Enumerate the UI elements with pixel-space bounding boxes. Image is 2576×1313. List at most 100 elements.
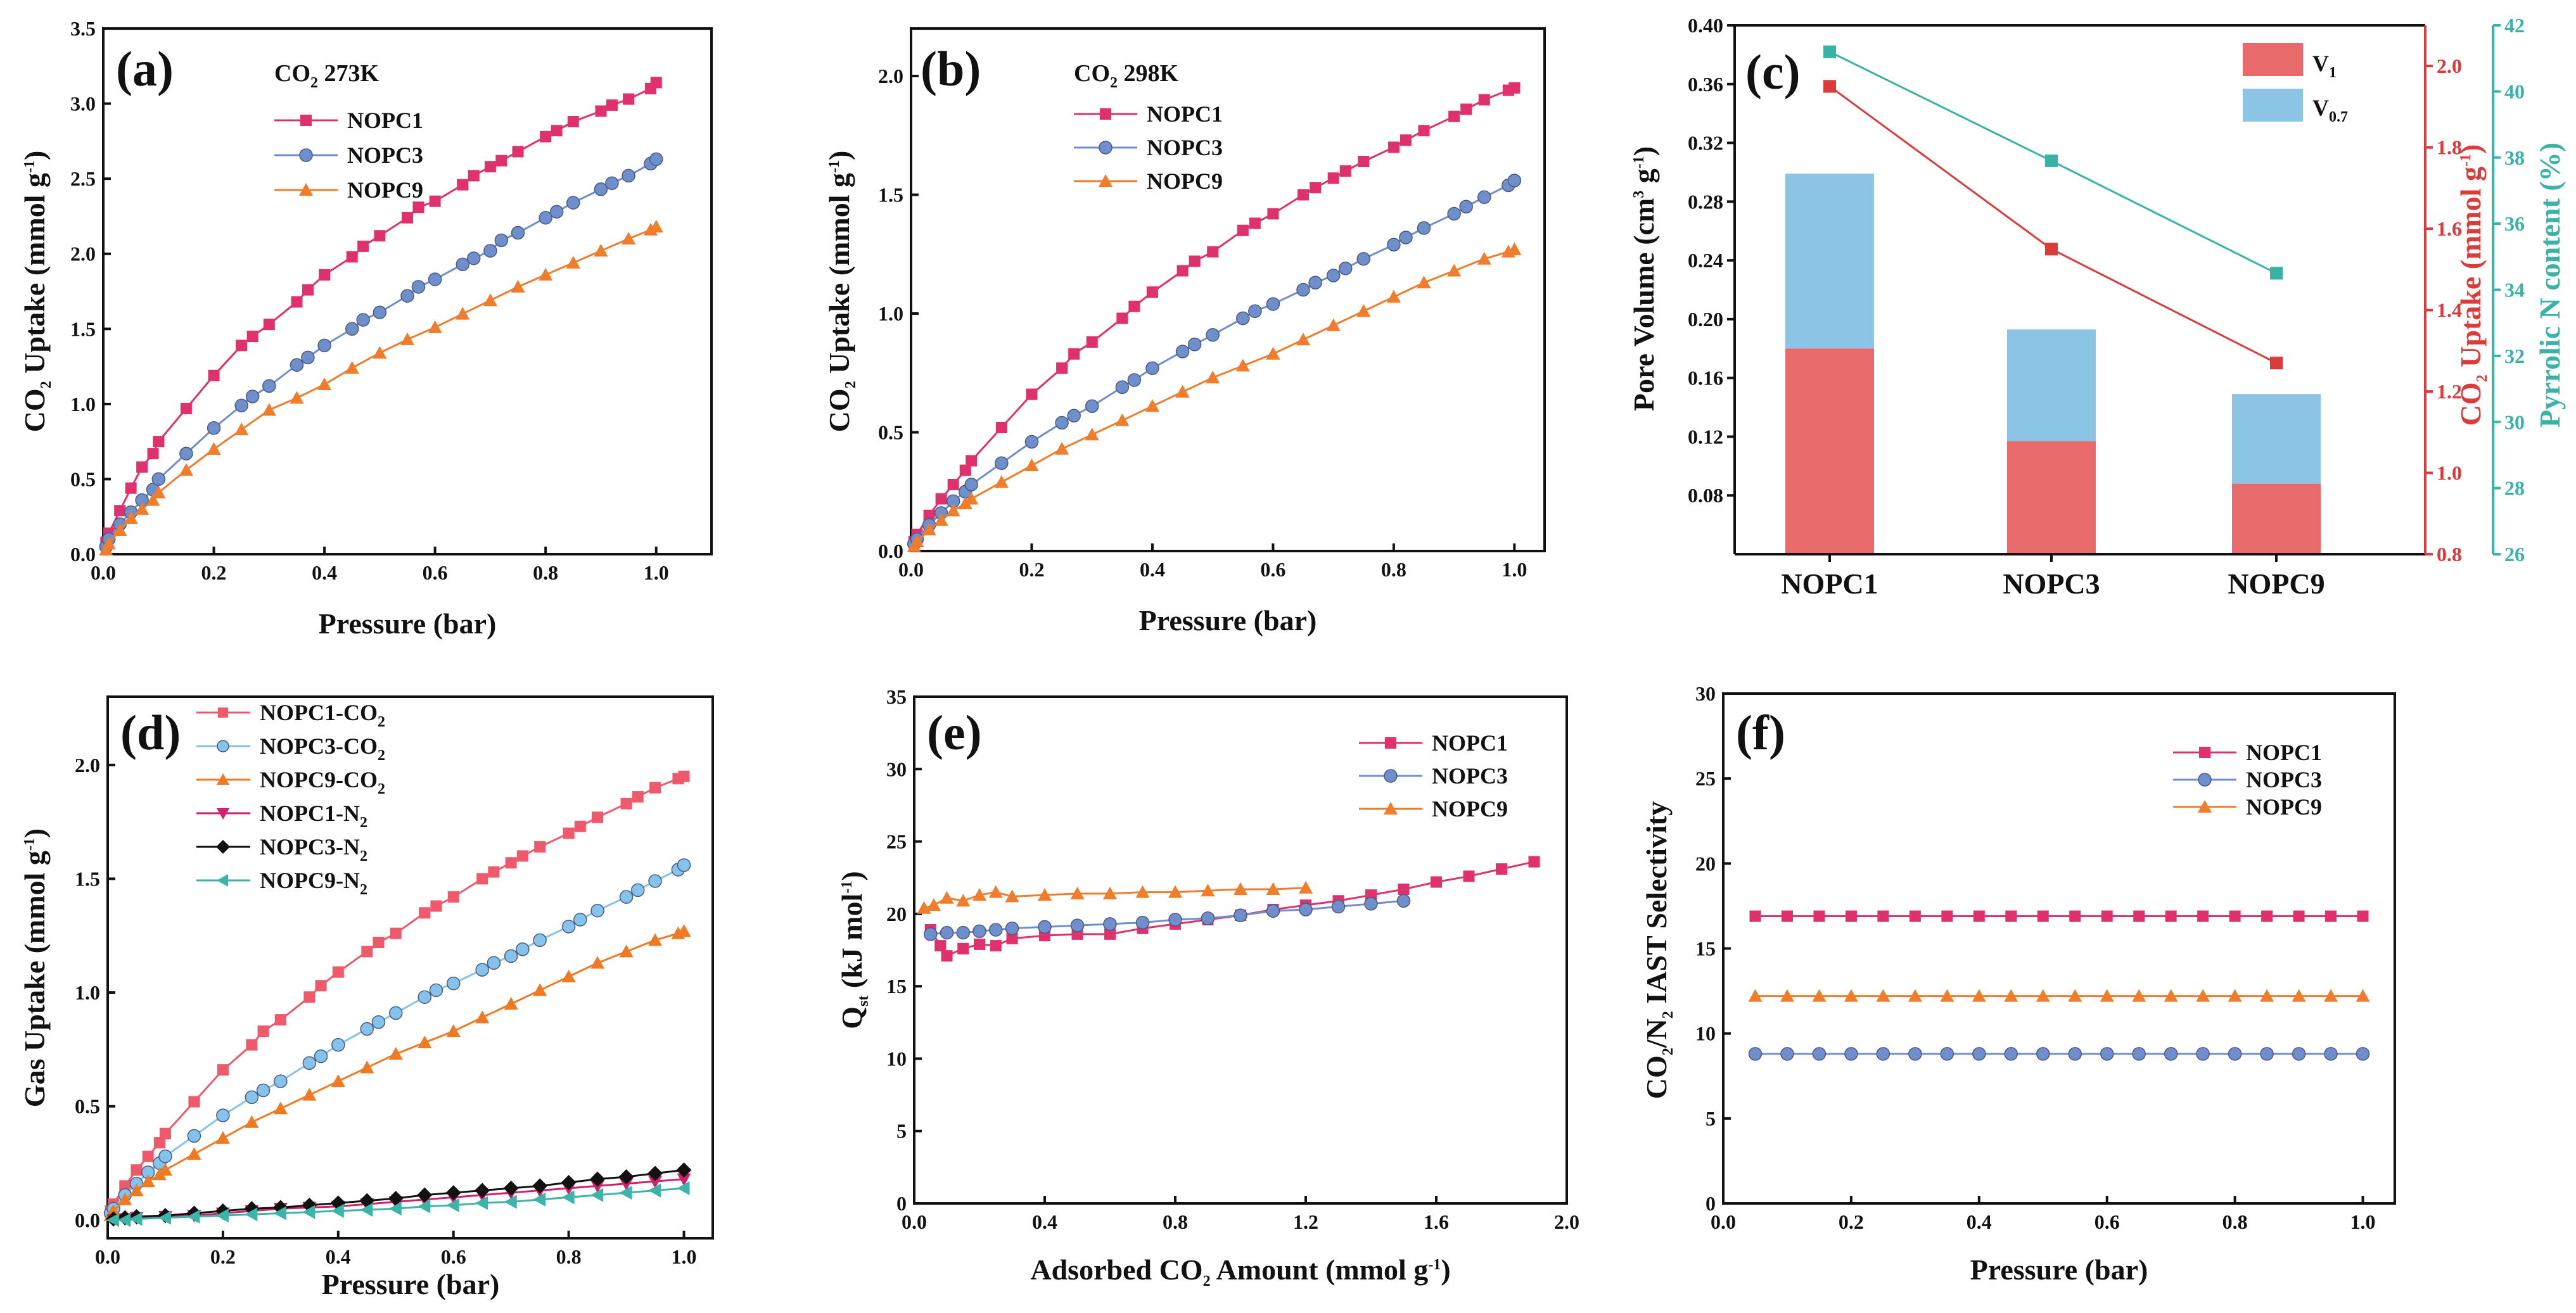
data-point bbox=[246, 1039, 258, 1051]
x-tick-label: 0.0 bbox=[1711, 1210, 1736, 1233]
data-point bbox=[302, 284, 314, 296]
data-point bbox=[2036, 989, 2050, 1002]
data-point bbox=[956, 894, 971, 907]
series-line bbox=[913, 179, 1515, 545]
data-point bbox=[1364, 897, 1378, 911]
y-tick-label: 0 bbox=[896, 1192, 907, 1215]
data-point bbox=[1176, 265, 1189, 277]
data-point bbox=[373, 936, 385, 948]
data-point bbox=[964, 478, 978, 492]
data-point bbox=[606, 99, 618, 111]
data-point bbox=[1396, 894, 1411, 908]
legend-marker bbox=[299, 148, 313, 162]
data-point bbox=[1431, 876, 1442, 888]
y-tick-label: 2.5 bbox=[70, 167, 96, 190]
data-point bbox=[1844, 989, 1858, 1002]
series-nopc3 bbox=[99, 152, 663, 554]
data-point bbox=[995, 422, 1007, 433]
legend-swatch-v07 bbox=[2243, 89, 2303, 122]
data-point bbox=[1024, 459, 1039, 471]
data-point bbox=[647, 1165, 663, 1181]
y-tick-label: 15 bbox=[886, 975, 907, 998]
legend-marker bbox=[217, 740, 229, 752]
data-point bbox=[1005, 921, 1019, 936]
data-point bbox=[1168, 913, 1182, 927]
y-tick-label: 20 bbox=[886, 903, 907, 925]
y-tick-label-left: 0.36 bbox=[1688, 73, 1723, 96]
data-point bbox=[622, 168, 635, 183]
data-point bbox=[1823, 80, 1836, 93]
y-tick-label: 0.0 bbox=[878, 540, 903, 562]
y-tick-label: 1.5 bbox=[878, 184, 903, 206]
y-axis-title-right-pyrrolic: Pyrrolic N content (%) bbox=[2534, 143, 2566, 428]
x-category-label: NOPC1 bbox=[1781, 568, 1878, 600]
data-point bbox=[959, 464, 971, 476]
data-point bbox=[187, 1129, 201, 1143]
x-tick-label: 0.4 bbox=[1967, 1210, 1992, 1233]
panel-d: 0.0 0.2 0.4 0.6 0.8 1.0 0.0 0.5 1.0 1.5 2.0 (d) NOPC… bbox=[18, 695, 714, 1300]
data-point bbox=[447, 891, 459, 903]
data-point bbox=[574, 820, 586, 832]
data-point bbox=[245, 1115, 259, 1128]
series-line bbox=[113, 1178, 684, 1221]
data-point bbox=[402, 212, 413, 224]
data-point bbox=[1299, 880, 1313, 894]
data-point bbox=[924, 927, 938, 941]
data-point bbox=[1103, 917, 1117, 931]
data-point bbox=[1418, 125, 1430, 137]
data-point bbox=[1266, 882, 1280, 895]
data-point bbox=[331, 1074, 345, 1088]
data-point bbox=[245, 1090, 259, 1105]
data-point bbox=[374, 230, 386, 242]
data-point bbox=[561, 920, 576, 934]
legend-label: NOPC3-N2​ bbox=[260, 834, 367, 865]
legend-marker bbox=[299, 183, 313, 196]
data-point bbox=[512, 146, 524, 158]
data-point bbox=[2196, 1047, 2210, 1061]
series-nopc1 bbox=[924, 856, 1540, 962]
data-point bbox=[418, 1199, 431, 1214]
y-tick-label-right-pyrrolic: 26 bbox=[2504, 543, 2525, 566]
data-point bbox=[1235, 358, 1250, 372]
data-point bbox=[649, 220, 663, 233]
x-tick-label: 0.2 bbox=[210, 1245, 236, 1268]
data-point bbox=[1909, 910, 1921, 922]
data-point bbox=[446, 976, 461, 991]
series-nopc3 bbox=[924, 894, 1411, 941]
y-tick-label-left: 0.28 bbox=[1688, 190, 1723, 213]
y-tick-label-right-uptake: 1.2 bbox=[2437, 380, 2462, 403]
data-point bbox=[941, 950, 953, 962]
data-point bbox=[561, 1190, 575, 1205]
data-point bbox=[273, 1101, 288, 1115]
data-point bbox=[319, 269, 331, 281]
legend-label: NOPC9 bbox=[2246, 794, 2322, 820]
data-point bbox=[1358, 156, 1370, 167]
data-point bbox=[2036, 1047, 2050, 1061]
y-tick-label-left: 0.08 bbox=[1688, 484, 1723, 507]
y-tick-label: 0.5 bbox=[878, 421, 903, 444]
panel-a: 0.0 0.2 0.4 0.6 0.8 1.0 0.0 0.5 1.0 1.5 2.0 2.5 3.0 3… bbox=[18, 17, 713, 640]
data-point bbox=[990, 940, 1002, 952]
data-point bbox=[1812, 1047, 1827, 1061]
data-point bbox=[142, 1150, 154, 1162]
legend-label: NOPC3 bbox=[347, 143, 423, 168]
data-point bbox=[648, 874, 662, 888]
data-point bbox=[1940, 1047, 1954, 1061]
data-point bbox=[1507, 174, 1522, 187]
data-point bbox=[1528, 856, 1540, 868]
data-point bbox=[301, 350, 315, 365]
data-point bbox=[1086, 336, 1098, 348]
y-tick-label: 2.0 bbox=[878, 65, 903, 87]
data-point bbox=[1234, 908, 1247, 922]
x-category-label: NOPC9 bbox=[2228, 568, 2324, 600]
data-point bbox=[187, 1209, 200, 1224]
data-point bbox=[2228, 1047, 2242, 1061]
data-point bbox=[1175, 384, 1190, 398]
panel-label: (d) bbox=[120, 705, 181, 760]
data-point bbox=[1127, 373, 1142, 387]
y-tick-label: 30 bbox=[1695, 682, 1716, 705]
data-point bbox=[1399, 231, 1413, 244]
series-pyrrolic-n bbox=[1823, 45, 2283, 280]
series-nopc1 bbox=[1749, 910, 2369, 922]
